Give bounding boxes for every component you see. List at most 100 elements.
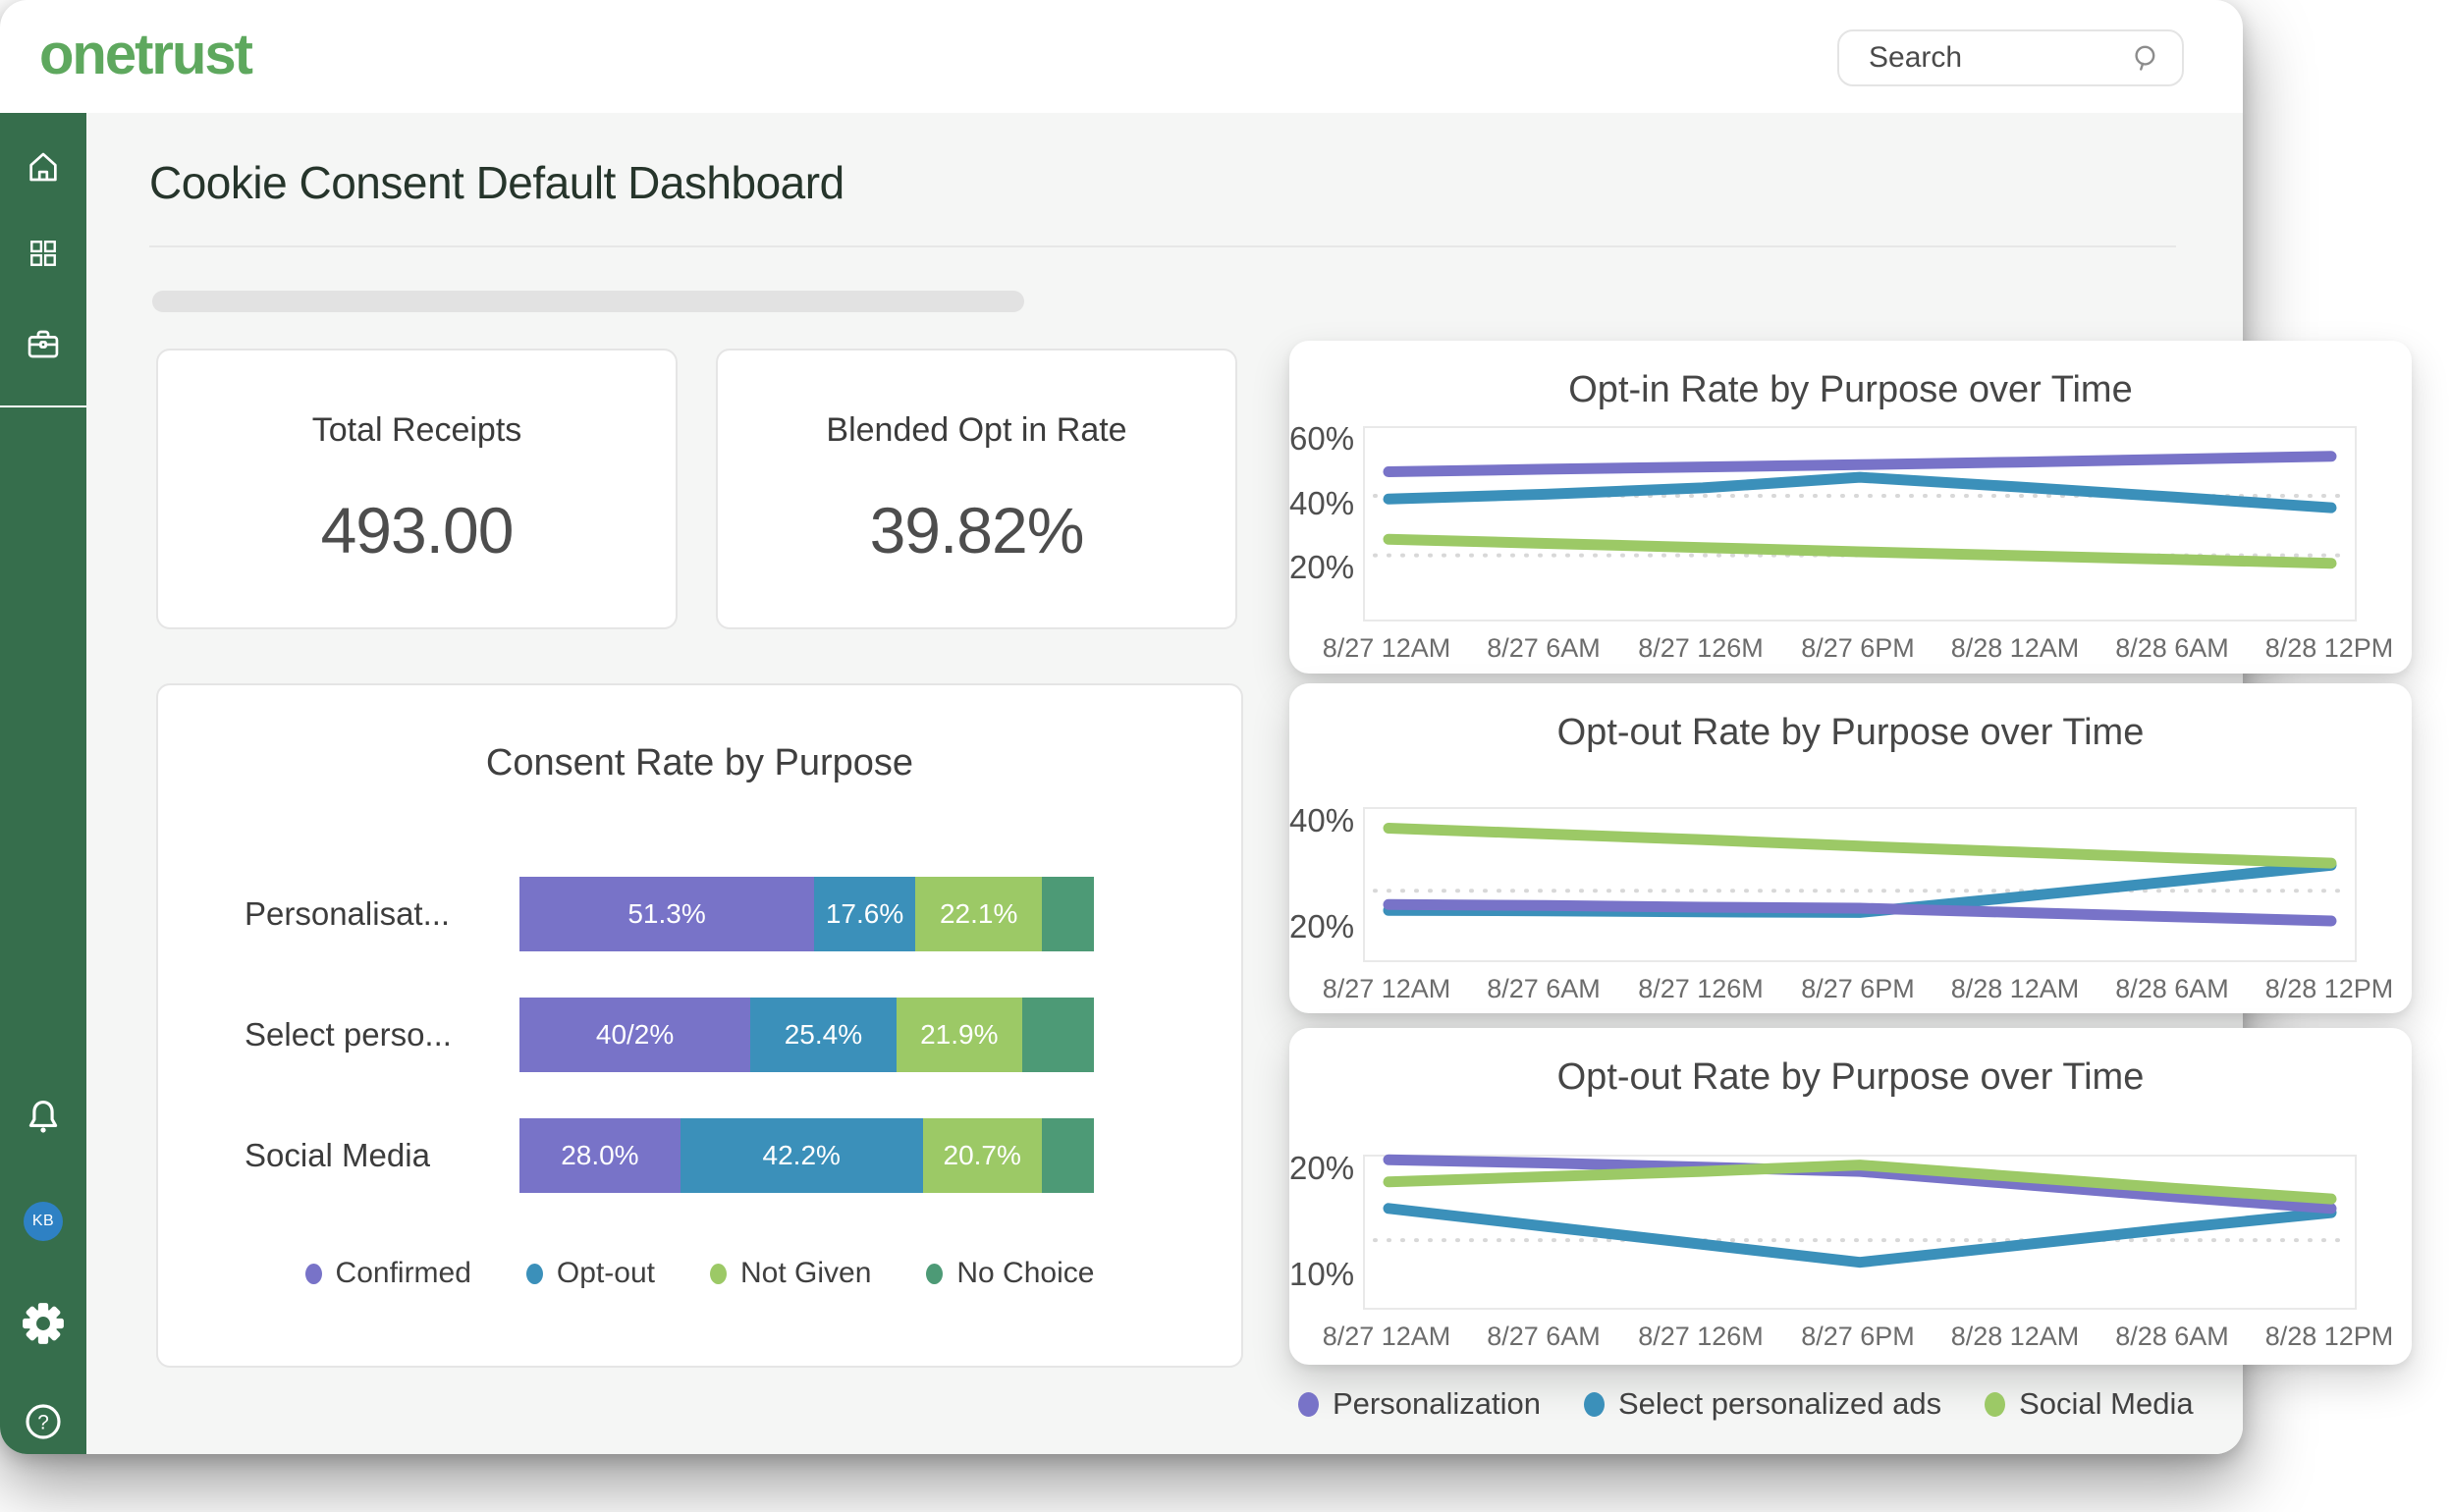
svg-text:?: ? xyxy=(37,1412,49,1434)
legend-label: Personalization xyxy=(1333,1386,1541,1421)
search-input[interactable]: Search xyxy=(1837,29,2184,86)
content-area: Cookie Consent Default Dashboard Total R… xyxy=(86,113,2412,1454)
apps-grid-icon[interactable] xyxy=(27,238,59,269)
bar-category-label: Personalisat... xyxy=(245,895,451,932)
legend-item: Not Given xyxy=(709,1257,872,1290)
sidebar-divider xyxy=(0,405,86,407)
page-title: Cookie Consent Default Dashboard xyxy=(149,157,844,208)
x-axis-tick-label: 8/27 6PM xyxy=(1801,1322,1915,1351)
line-chart: 60% 40% 20% 8/27 12AM 8/27 6AM 8/27 126M 8/27 … xyxy=(1289,341,2412,674)
home-icon[interactable] xyxy=(25,148,62,186)
bar-value-label: 40/2% xyxy=(595,1019,675,1050)
y-axis-tick-label: 40% xyxy=(1289,484,1355,521)
notifications-bell-icon[interactable] xyxy=(23,1097,64,1138)
settings-gear-icon[interactable] xyxy=(22,1302,65,1345)
bar-segment-no-choice xyxy=(1042,877,1094,951)
bar-value-label: 21.9% xyxy=(920,1019,999,1050)
bar-value-label: 22.1% xyxy=(939,898,1018,929)
metric-value: 493.00 xyxy=(320,493,515,567)
x-axis-tick-label: 8/28 12AM xyxy=(1950,633,2080,663)
bar-segment-confirmed: 40/2% xyxy=(519,998,751,1072)
plot-area xyxy=(1363,807,2357,962)
chart-title: Opt-in Rate by Purpose over Time xyxy=(1568,369,2133,410)
search-icon xyxy=(2129,42,2160,74)
legend-dot xyxy=(525,1263,543,1284)
legend-dot xyxy=(304,1263,322,1284)
x-axis-tick-label: 8/27 126M xyxy=(1638,974,1764,1003)
help-icon[interactable]: ? xyxy=(24,1402,63,1441)
app-window: onetrust Search xyxy=(0,0,2412,1454)
x-axis-tick-label: 8/27 126M xyxy=(1638,1322,1764,1351)
y-axis-tick-label: 20% xyxy=(1289,908,1355,945)
line-series-social-media xyxy=(1383,533,2337,569)
onetrust-logo: onetrust xyxy=(39,23,253,86)
line-charts-legend: Personalization Select personalized ads So… xyxy=(1298,1386,2194,1422)
line-chart: 20% 10% 8/27 12AM 8/27 6AM 8/27 126M 8/27 6PM… xyxy=(1289,1028,2412,1365)
briefcase-icon[interactable] xyxy=(25,325,62,362)
legend-item: Personalization xyxy=(1298,1386,1541,1422)
metric-card-total-receipts: Total Receipts 493.00 xyxy=(156,349,678,629)
metric-card-blended-opt-in: Blended Opt in Rate 39.82% xyxy=(716,349,1237,629)
x-axis-tick-label: 8/27 6PM xyxy=(1801,974,1915,1003)
avatar-initials: KB xyxy=(24,1202,63,1241)
bar-category-label: Select perso... xyxy=(245,1016,452,1053)
chart-title: Opt-out Rate by Purpose over Time xyxy=(1556,712,2145,753)
legend-label: Not Given xyxy=(739,1257,872,1289)
opt-out-rate-chart-card-1: Opt-out Rate by Purpose over Time 40% 20%… xyxy=(1289,683,2412,1013)
bar-value-label: 28.0% xyxy=(561,1140,639,1170)
x-axis-tick-label: 8/28 6AM xyxy=(2115,633,2229,663)
x-axis-tick-label: 8/27 6AM xyxy=(1487,633,1601,663)
x-axis-tick-label: 8/27 12AM xyxy=(1322,1322,1451,1351)
line-series-social-media xyxy=(1383,1160,2337,1205)
bar-value-label: 42.2% xyxy=(762,1140,841,1170)
y-axis-tick-label: 10% xyxy=(1289,1255,1355,1292)
x-axis-tick-label: 8/27 12AM xyxy=(1322,974,1451,1003)
line-series-social-media xyxy=(1383,823,2337,869)
line-series-select-personalized-ads xyxy=(1383,1203,2337,1269)
plot-area xyxy=(1363,426,2357,621)
x-axis-tick-label: 8/28 6AM xyxy=(2115,974,2229,1003)
bar-segment-opt-out: 17.6% xyxy=(814,877,916,951)
search-placeholder: Search xyxy=(1869,41,1963,74)
legend-item: Social Media xyxy=(1985,1386,2194,1422)
bar-segment-no-choice xyxy=(1021,998,1094,1072)
bar-value-label: 20.7% xyxy=(943,1140,1021,1170)
legend-dot xyxy=(926,1263,944,1284)
legend-label: Social Media xyxy=(2019,1386,2194,1421)
x-axis-tick-label: 8/28 12PM xyxy=(2264,1322,2394,1351)
y-axis-tick-label: 20% xyxy=(1289,549,1355,586)
user-avatar[interactable]: KB xyxy=(24,1202,63,1241)
bar-segment-not-given: 20.7% xyxy=(922,1118,1042,1193)
bar-segment-not-given: 22.1% xyxy=(915,877,1043,951)
chart-legend: Confirmed Opt-out Not Given No Choice xyxy=(158,1257,1241,1290)
plot-area xyxy=(1363,1154,2357,1310)
x-axis-tick-label: 8/28 12PM xyxy=(2264,633,2394,663)
bar-segment-not-given: 21.9% xyxy=(896,998,1022,1072)
consent-bar-row: Social Media 28.0% 42.2% 20.7% xyxy=(158,1118,1241,1193)
line-series-personalization xyxy=(1383,451,2337,477)
legend-item: Confirmed xyxy=(304,1257,471,1290)
bar-track: 28.0% 42.2% 20.7% xyxy=(519,1118,1094,1193)
legend-label: Confirmed xyxy=(335,1257,471,1289)
bar-track: 40/2% 25.4% 21.9% xyxy=(519,998,1094,1072)
legend-dot xyxy=(1298,1391,1319,1417)
legend-label: Opt-out xyxy=(556,1257,655,1289)
bar-segment-no-choice xyxy=(1041,1118,1094,1193)
sidebar: KB ? xyxy=(0,113,86,1454)
x-axis-tick-label: 8/28 6AM xyxy=(2115,1322,2229,1351)
bar-segment-opt-out: 25.4% xyxy=(750,998,897,1072)
bar-value-label: 17.6% xyxy=(825,898,904,929)
metric-label: Total Receipts xyxy=(311,410,522,449)
x-axis-tick-label: 8/27 6AM xyxy=(1487,974,1601,1003)
chart-title: Consent Rate by Purpose xyxy=(485,742,914,783)
x-axis-tick-label: 8/28 12PM xyxy=(2264,974,2394,1003)
bar-segment-confirmed: 51.3% xyxy=(519,877,815,951)
legend-dot xyxy=(1985,1391,2006,1417)
x-axis-tick-label: 8/28 12AM xyxy=(1950,974,2080,1003)
x-axis-tick-label: 8/27 6PM xyxy=(1801,633,1915,663)
legend-dot xyxy=(1583,1391,1605,1417)
topbar: onetrust Search xyxy=(0,0,2243,113)
bar-segment-confirmed: 28.0% xyxy=(519,1118,681,1193)
legend-item: Opt-out xyxy=(525,1257,655,1290)
